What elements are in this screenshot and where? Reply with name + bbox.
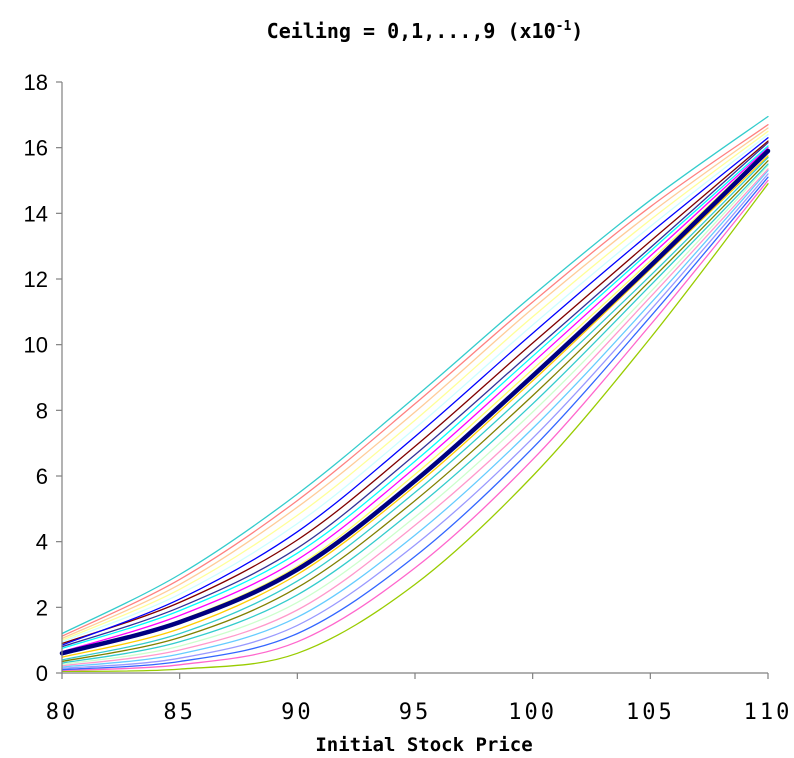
series-line-15 [61,142,769,648]
y-tick-label: 6 [36,464,48,489]
y-tick-label: 16 [24,136,48,161]
series-line-21 [61,124,769,637]
x-tick-label: 110 [744,700,793,725]
chart-title-superscript: -1 [556,19,572,34]
y-tick-label: 0 [36,661,48,686]
y-tick-label: 10 [24,333,48,358]
series-line-8 [61,160,769,663]
chart-title-main: Ceiling = 0,1,...,9 (x10 [267,19,556,43]
x-tick-label: 90 [281,700,314,725]
y-tick-labels: 0 2 4 6 8 10 12 14 16 18 [24,70,48,686]
x-tick-label: 95 [399,700,432,725]
x-tick-label: 105 [626,700,675,725]
series-line-4 [61,169,769,668]
y-tick-label: 2 [36,595,48,620]
series-line-22 [61,115,769,635]
x-tick-label: 80 [46,700,79,725]
y-tick-label: 12 [24,267,48,292]
series-line-16 [61,140,769,645]
series-layer [59,115,771,673]
series-line-7 [61,163,769,664]
series-line-9 [61,156,769,661]
series-line-3 [61,173,769,670]
x-tick-labels: 80 85 90 95 100 105 110 [46,700,793,725]
series-line-0 [61,183,769,673]
chart-title-close: ) [571,19,583,43]
series-line-12 [61,148,769,656]
y-tick-label: 18 [24,70,48,95]
series-line-17 [61,137,769,646]
axes-layer [56,81,769,679]
y-tick-label: 14 [24,201,48,226]
series-line-19 [61,130,769,641]
series-line-18 [61,133,769,643]
y-tick-label: 4 [36,530,48,555]
series-line-2 [61,176,769,671]
series-line-1 [61,179,769,672]
series-line-20 [61,127,769,640]
y-tick-label: 8 [36,398,48,423]
x-tick-label: 85 [163,700,196,725]
series-line-5 [61,168,769,667]
series-line-14 [61,145,769,650]
x-tick-label: 100 [508,700,557,725]
series-line-11 [59,148,771,656]
x-axis-label: Initial Stock Price [315,734,532,756]
series-line-6 [61,165,769,666]
series-line-10 [61,155,769,658]
series-line-13 [61,147,769,653]
chart-title: Ceiling = 0,1,...,9 (x10-1) [267,19,584,43]
